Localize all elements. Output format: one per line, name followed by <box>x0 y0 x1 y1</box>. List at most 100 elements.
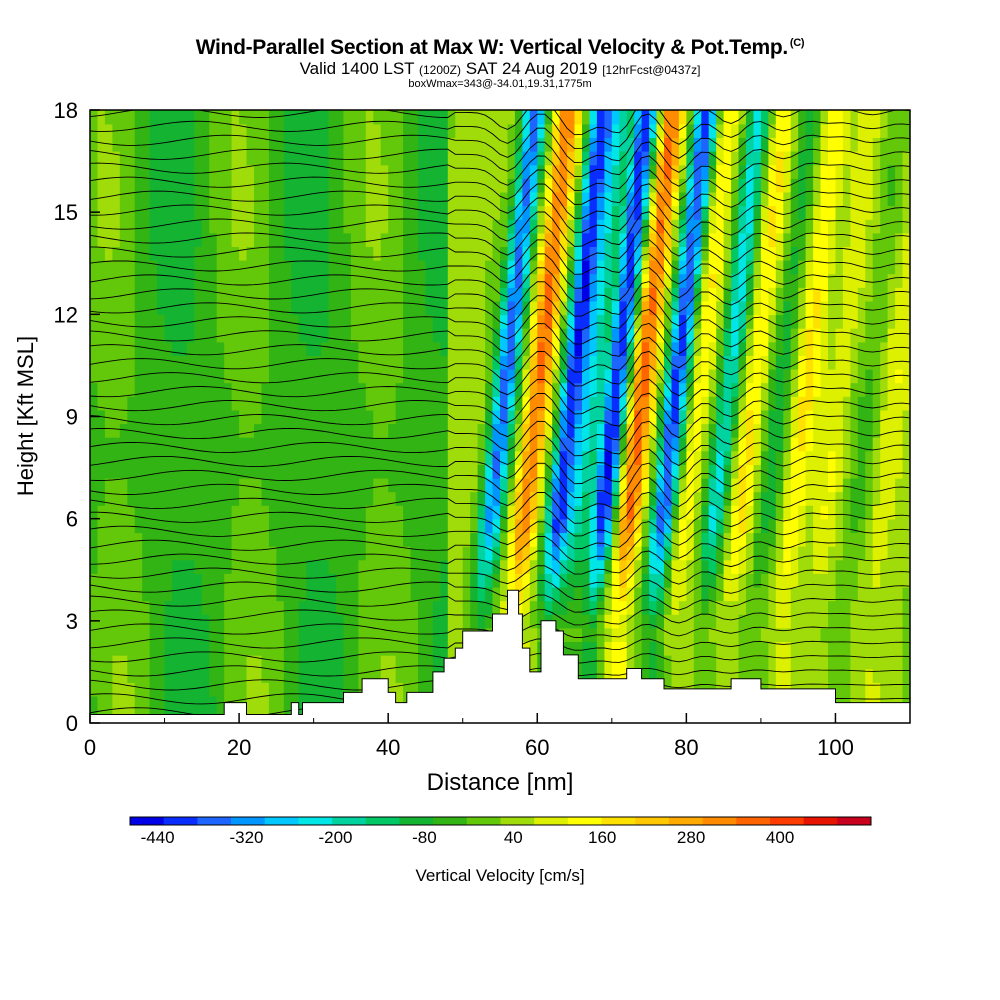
field-cell <box>805 668 814 683</box>
field-cell <box>246 314 255 329</box>
field-cell <box>365 654 374 670</box>
field-cell <box>194 246 203 261</box>
field-cell <box>522 586 531 602</box>
field-cell <box>358 477 367 493</box>
field-cell <box>224 545 233 561</box>
field-cell <box>738 246 747 261</box>
field-cell <box>142 273 151 288</box>
field-cell <box>902 341 910 356</box>
field-cell <box>432 573 441 588</box>
field-cell <box>738 641 747 656</box>
field-cell <box>626 123 635 138</box>
field-cell <box>395 382 404 397</box>
field-cell <box>544 368 553 384</box>
field-cell <box>276 205 285 220</box>
field-cell <box>276 573 285 588</box>
field-cell <box>336 559 345 574</box>
field-cell <box>432 355 441 370</box>
field-cell <box>149 641 158 656</box>
field-cell <box>261 246 270 261</box>
field-cell <box>157 110 166 125</box>
field-cell <box>537 368 546 384</box>
field-cell <box>835 232 844 247</box>
field-cell <box>134 300 143 316</box>
field-cell <box>537 273 546 288</box>
field-cell <box>567 409 576 425</box>
field-cell <box>90 328 99 343</box>
field-cell <box>619 573 628 588</box>
field-cell <box>254 505 263 520</box>
field-cell <box>231 436 240 452</box>
field-cell <box>522 150 531 166</box>
field-cell <box>112 300 121 316</box>
field-cell <box>723 123 732 138</box>
field-cell <box>440 545 449 561</box>
field-cell <box>485 382 494 397</box>
field-cell <box>90 232 99 247</box>
field-cell <box>104 586 113 602</box>
field-cell <box>574 178 583 193</box>
field-cell <box>477 532 486 547</box>
field-cell <box>626 505 635 520</box>
field-cell <box>582 273 591 288</box>
field-cell <box>850 178 859 193</box>
field-cell <box>410 559 419 574</box>
field-cell <box>537 123 546 138</box>
field-cell <box>582 532 591 547</box>
field-cell <box>857 300 866 316</box>
field-cell <box>842 654 851 670</box>
field-cell <box>231 641 240 656</box>
field-cell <box>462 573 471 588</box>
field-cell <box>119 614 128 629</box>
field-cell <box>246 355 255 370</box>
field-cell <box>328 205 337 220</box>
field-cell <box>373 382 382 397</box>
field-cell <box>343 627 352 642</box>
field-cell <box>559 150 568 166</box>
field-cell <box>97 150 106 166</box>
field-cell <box>552 573 561 588</box>
field-cell <box>268 396 277 411</box>
field-cell <box>298 164 307 179</box>
field-cell <box>142 682 151 697</box>
field-cell <box>641 287 650 302</box>
field-cell <box>306 219 315 234</box>
field-cell <box>470 382 479 397</box>
field-cell <box>350 150 359 166</box>
field-cell <box>753 355 762 370</box>
field-cell <box>887 300 896 316</box>
field-cell <box>731 423 740 438</box>
field-cell <box>664 382 673 397</box>
field-cell <box>857 450 866 465</box>
field-cell <box>805 219 814 234</box>
field-cell <box>783 491 792 506</box>
field-cell <box>485 219 494 234</box>
field-cell <box>537 110 546 125</box>
field-cell <box>395 436 404 452</box>
field-cell <box>634 586 643 602</box>
field-cell <box>239 436 248 452</box>
field-cell <box>373 423 382 438</box>
field-cell <box>328 137 337 152</box>
field-cell <box>738 668 747 683</box>
field-cell <box>895 586 904 602</box>
field-cell <box>641 654 650 670</box>
field-cell <box>805 532 814 547</box>
field-cell <box>328 450 337 465</box>
field-cell <box>582 178 591 193</box>
field-cell <box>328 518 337 534</box>
field-cell <box>492 477 501 493</box>
field-cell <box>425 368 434 384</box>
field-cell <box>768 164 777 179</box>
field-cell <box>209 150 218 166</box>
field-cell <box>835 328 844 343</box>
field-cell <box>112 219 121 234</box>
field-cell <box>492 191 501 207</box>
field-cell <box>716 341 725 356</box>
field-cell <box>634 518 643 534</box>
field-cell <box>753 287 762 302</box>
field-cell <box>388 137 397 152</box>
field-cell <box>731 300 740 316</box>
field-cell <box>693 654 702 670</box>
field-cell <box>582 355 591 370</box>
